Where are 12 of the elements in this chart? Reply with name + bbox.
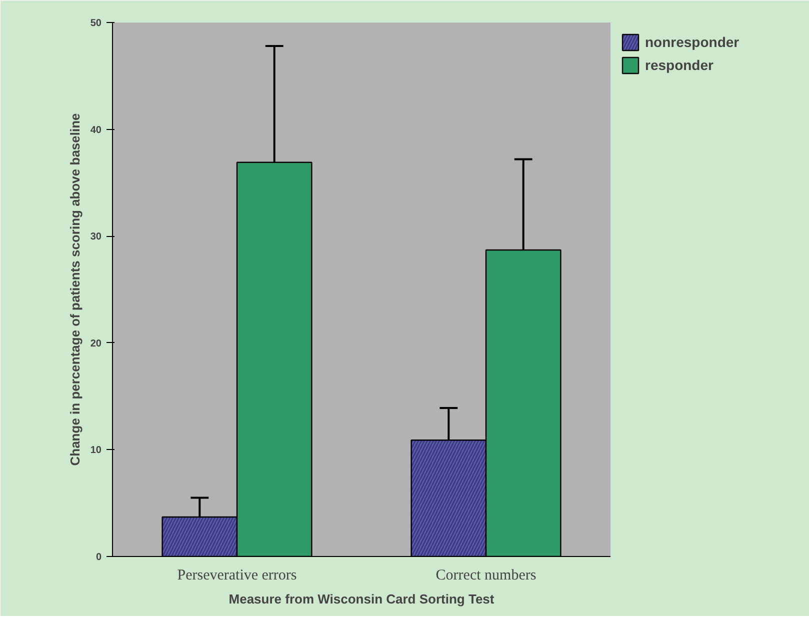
x-tick-label: Perseverative errors: [177, 568, 297, 584]
y-tick-label: 20: [90, 338, 102, 350]
y-tick-label: 30: [90, 232, 102, 243]
x-tick-label: Correct numbers: [436, 568, 536, 584]
y-tick-label: 50: [90, 18, 102, 29]
y-tick-label: 40: [90, 124, 102, 136]
y-tick-label: 10: [90, 445, 102, 456]
y-axis-title: Change in percentage of patients scoring above baseline: [67, 113, 82, 466]
y-tick-label: 0: [96, 552, 102, 563]
legend-label: nonresponder: [645, 34, 740, 50]
legend-label: responder: [645, 57, 714, 73]
x-axis-title: Measure from Wisconsin Card Sorting Test: [228, 592, 495, 606]
